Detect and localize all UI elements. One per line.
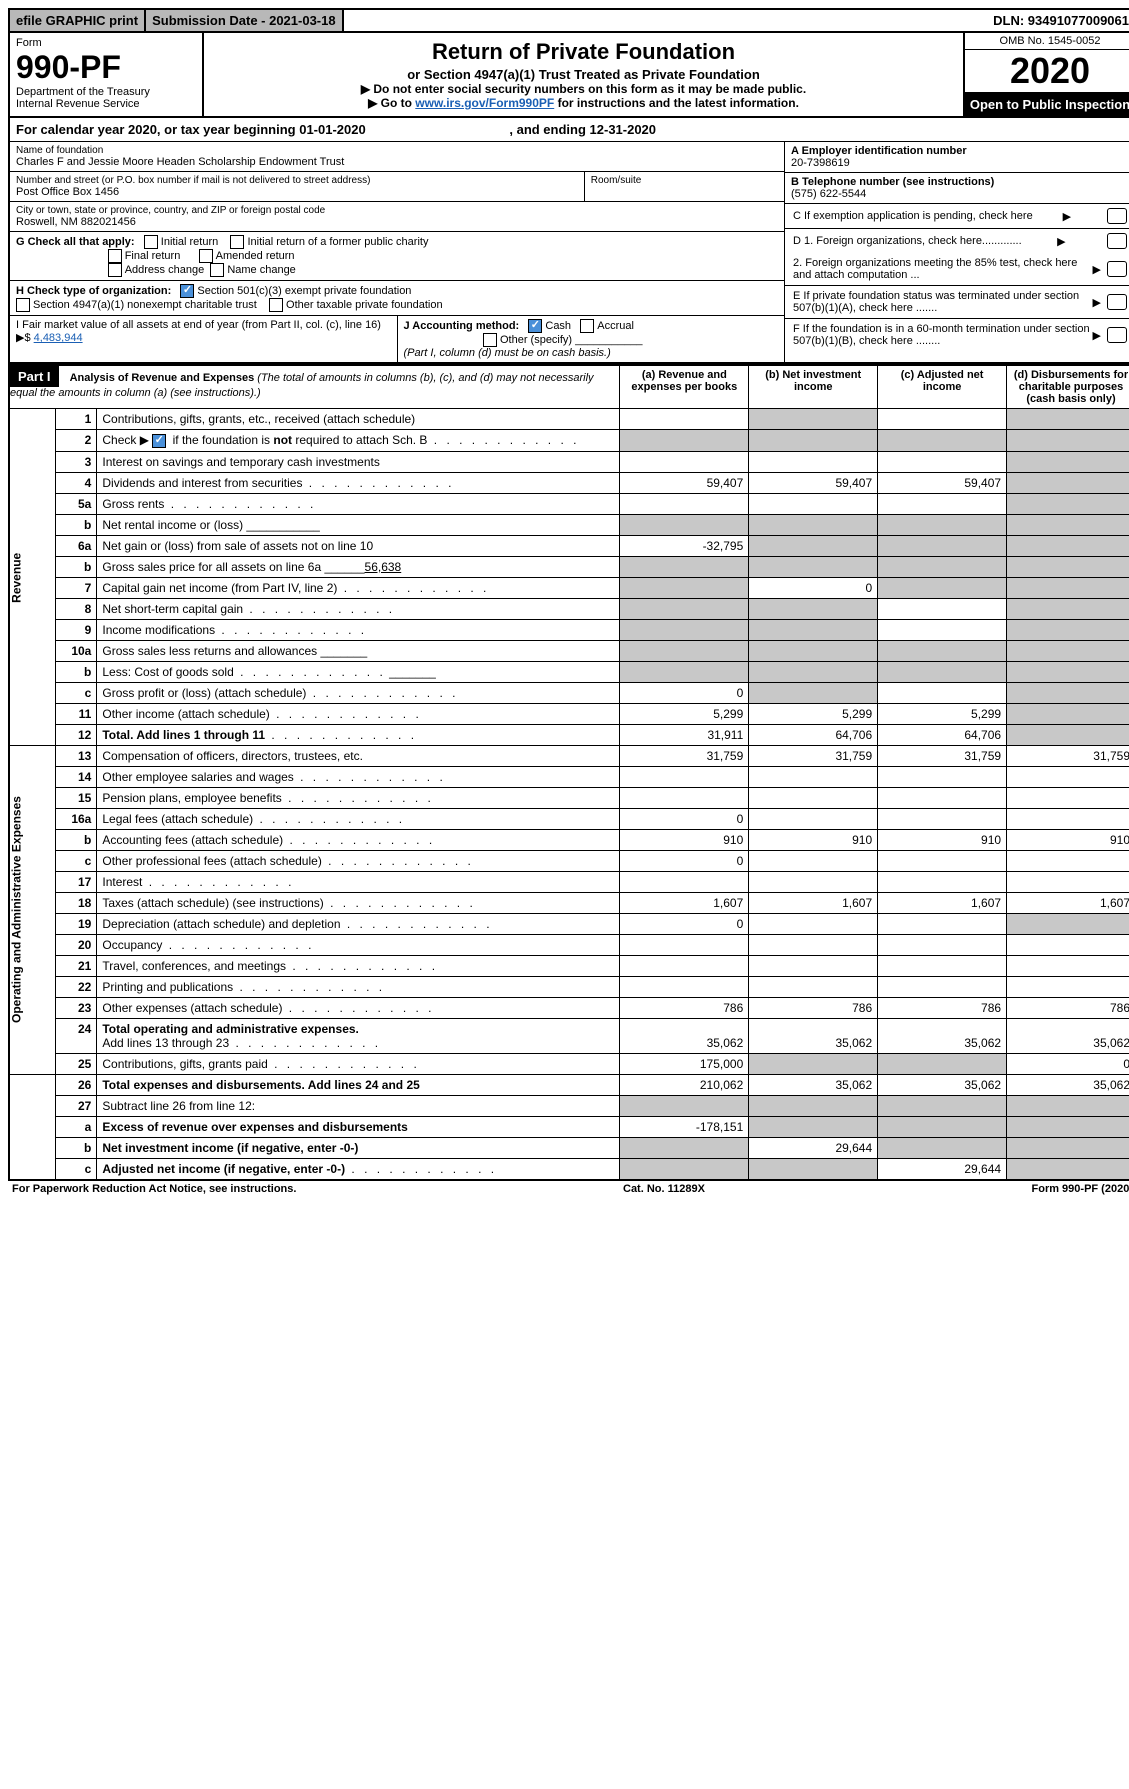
initial-former-check[interactable] xyxy=(230,235,244,249)
check-h-row: H Check type of organization: Section 50… xyxy=(10,281,784,316)
efile-print-button[interactable]: efile GRAPHIC print xyxy=(10,10,146,31)
d1-check[interactable] xyxy=(1107,233,1127,249)
form-header: Form 990-PF Department of the Treasury I… xyxy=(8,33,1129,118)
part1-table: Part I Analysis of Revenue and Expenses … xyxy=(8,364,1129,1181)
4947-check[interactable] xyxy=(16,298,30,312)
paperwork-notice: For Paperwork Reduction Act Notice, see … xyxy=(12,1183,296,1195)
initial-return-check[interactable] xyxy=(144,235,158,249)
cash-basis-note: (Part I, column (d) must be on cash basi… xyxy=(404,347,611,359)
city-label: City or town, state or province, country… xyxy=(16,205,778,216)
col-a-header: (a) Revenue and expenses per books xyxy=(620,365,749,409)
col-b-header: (b) Net investment income xyxy=(749,365,878,409)
dln-number: DLN: 93491077009061 xyxy=(987,10,1129,31)
name-label: Name of foundation xyxy=(16,145,778,156)
revenue-section-label: Revenue xyxy=(9,409,55,746)
omb-number: OMB No. 1545-0052 xyxy=(965,33,1129,50)
cat-number: Cat. No. 11289X xyxy=(623,1183,705,1195)
cash-check[interactable] xyxy=(528,319,542,333)
phone-value: (575) 622-5544 xyxy=(791,188,866,200)
open-public-badge: Open to Public Inspection xyxy=(965,93,1129,116)
foundation-name: Charles F and Jessie Moore Headen Schola… xyxy=(16,156,778,168)
note-link: ▶ Go to www.irs.gov/Form990PF for instru… xyxy=(214,96,953,110)
sch-b-check[interactable] xyxy=(152,434,166,448)
entity-info-block: Name of foundation Charles F and Jessie … xyxy=(8,142,1129,364)
d2-check[interactable] xyxy=(1107,261,1127,277)
phone-label: B Telephone number (see instructions) xyxy=(791,176,994,188)
irs-label: Internal Revenue Service xyxy=(16,98,196,110)
amended-check[interactable] xyxy=(199,249,213,263)
501c3-check[interactable] xyxy=(180,284,194,298)
expense-section-label: Operating and Administrative Expenses xyxy=(9,745,55,1074)
name-change-check[interactable] xyxy=(210,263,224,277)
d1-label: D 1. Foreign organizations, check here..… xyxy=(793,235,1022,247)
form-title: Return of Private Foundation xyxy=(214,39,953,65)
form-subtitle: or Section 4947(a)(1) Trust Treated as P… xyxy=(214,67,953,82)
part1-label: Part I xyxy=(10,366,59,387)
fmv-value[interactable]: 4,483,944 xyxy=(34,332,83,344)
ein-label: A Employer identification number xyxy=(791,145,967,157)
note-ssn: ▶ Do not enter social security numbers o… xyxy=(214,82,953,96)
form-footer: Form 990-PF (2020) xyxy=(1032,1183,1129,1195)
irs-link[interactable]: www.irs.gov/Form990PF xyxy=(415,96,554,110)
top-bar: efile GRAPHIC print Submission Date - 20… xyxy=(8,8,1129,33)
e-label: E If private foundation status was termi… xyxy=(793,290,1093,314)
col-d-header: (d) Disbursements for charitable purpose… xyxy=(1007,365,1129,409)
addr-label: Number and street (or P.O. box number if… xyxy=(16,175,578,186)
other-taxable-check[interactable] xyxy=(269,298,283,312)
f-check[interactable] xyxy=(1107,327,1127,343)
submission-date: Submission Date - 2021-03-18 xyxy=(146,10,344,31)
dept-label: Department of the Treasury xyxy=(16,86,196,98)
c-label: C If exemption application is pending, c… xyxy=(793,210,1033,222)
other-method-check[interactable] xyxy=(483,333,497,347)
foundation-address: Post Office Box 1456 xyxy=(16,186,578,198)
check-g-row: G Check all that apply: Initial return I… xyxy=(10,232,784,281)
tax-year: 2020 xyxy=(965,50,1129,93)
c-check[interactable] xyxy=(1107,208,1127,224)
f-label: F If the foundation is in a 60-month ter… xyxy=(793,323,1093,347)
foundation-city: Roswell, NM 882021456 xyxy=(16,216,778,228)
form-label: Form xyxy=(16,37,196,49)
room-label: Room/suite xyxy=(591,175,778,186)
e-check[interactable] xyxy=(1107,294,1127,310)
page-footer: For Paperwork Reduction Act Notice, see … xyxy=(8,1181,1129,1197)
accrual-check[interactable] xyxy=(580,319,594,333)
form-number: 990-PF xyxy=(16,49,196,86)
ein-value: 20-7398619 xyxy=(791,157,850,169)
calendar-year-row: For calendar year 2020, or tax year begi… xyxy=(8,118,1129,142)
col-c-header: (c) Adjusted net income xyxy=(878,365,1007,409)
addr-change-check[interactable] xyxy=(108,263,122,277)
final-return-check[interactable] xyxy=(108,249,122,263)
d2-label: 2. Foreign organizations meeting the 85%… xyxy=(793,257,1093,281)
